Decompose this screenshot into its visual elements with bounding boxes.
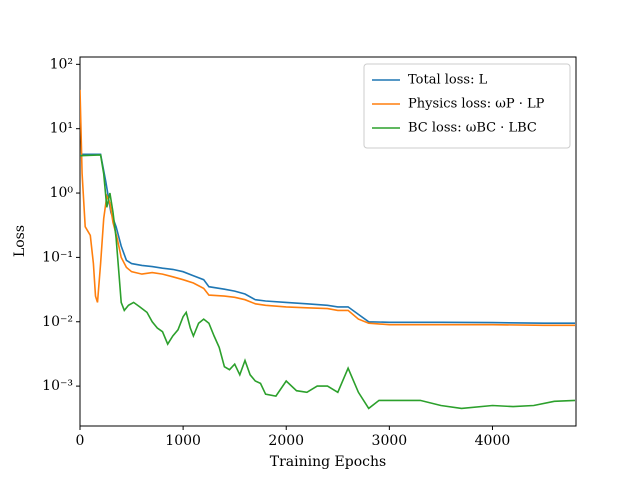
legend: Total loss: L Physics loss: ωP · LP BC los… bbox=[363, 63, 571, 149]
x-tick-label: 3000 bbox=[372, 433, 408, 449]
x-axis-label: Training Epochs bbox=[270, 454, 386, 470]
y-tick-label: 10⁻³ bbox=[42, 378, 73, 394]
x-tick-label: 2000 bbox=[268, 433, 304, 449]
x-tick-label: 0 bbox=[76, 433, 85, 449]
legend-box bbox=[363, 63, 571, 149]
x-tick-label: 4000 bbox=[475, 433, 511, 449]
y-tick-label: 10⁰ bbox=[50, 185, 74, 201]
legend-label: BC loss: ωBC · LBC bbox=[408, 121, 537, 136]
legend-label: Total loss: L bbox=[408, 73, 488, 88]
x-tick-label: 1000 bbox=[165, 433, 201, 449]
y-tick-label: 10¹ bbox=[50, 121, 73, 137]
series-line bbox=[80, 89, 575, 327]
series-line bbox=[80, 153, 575, 324]
y-tick-label: 10⁻² bbox=[42, 314, 73, 330]
series-line bbox=[80, 154, 576, 410]
y-axis-label: Loss bbox=[12, 225, 28, 257]
legend-label: Physics loss: ωP · LP bbox=[408, 97, 545, 112]
y-tick-label: 10² bbox=[50, 56, 73, 72]
y-tick-label: 10⁻¹ bbox=[42, 249, 73, 265]
